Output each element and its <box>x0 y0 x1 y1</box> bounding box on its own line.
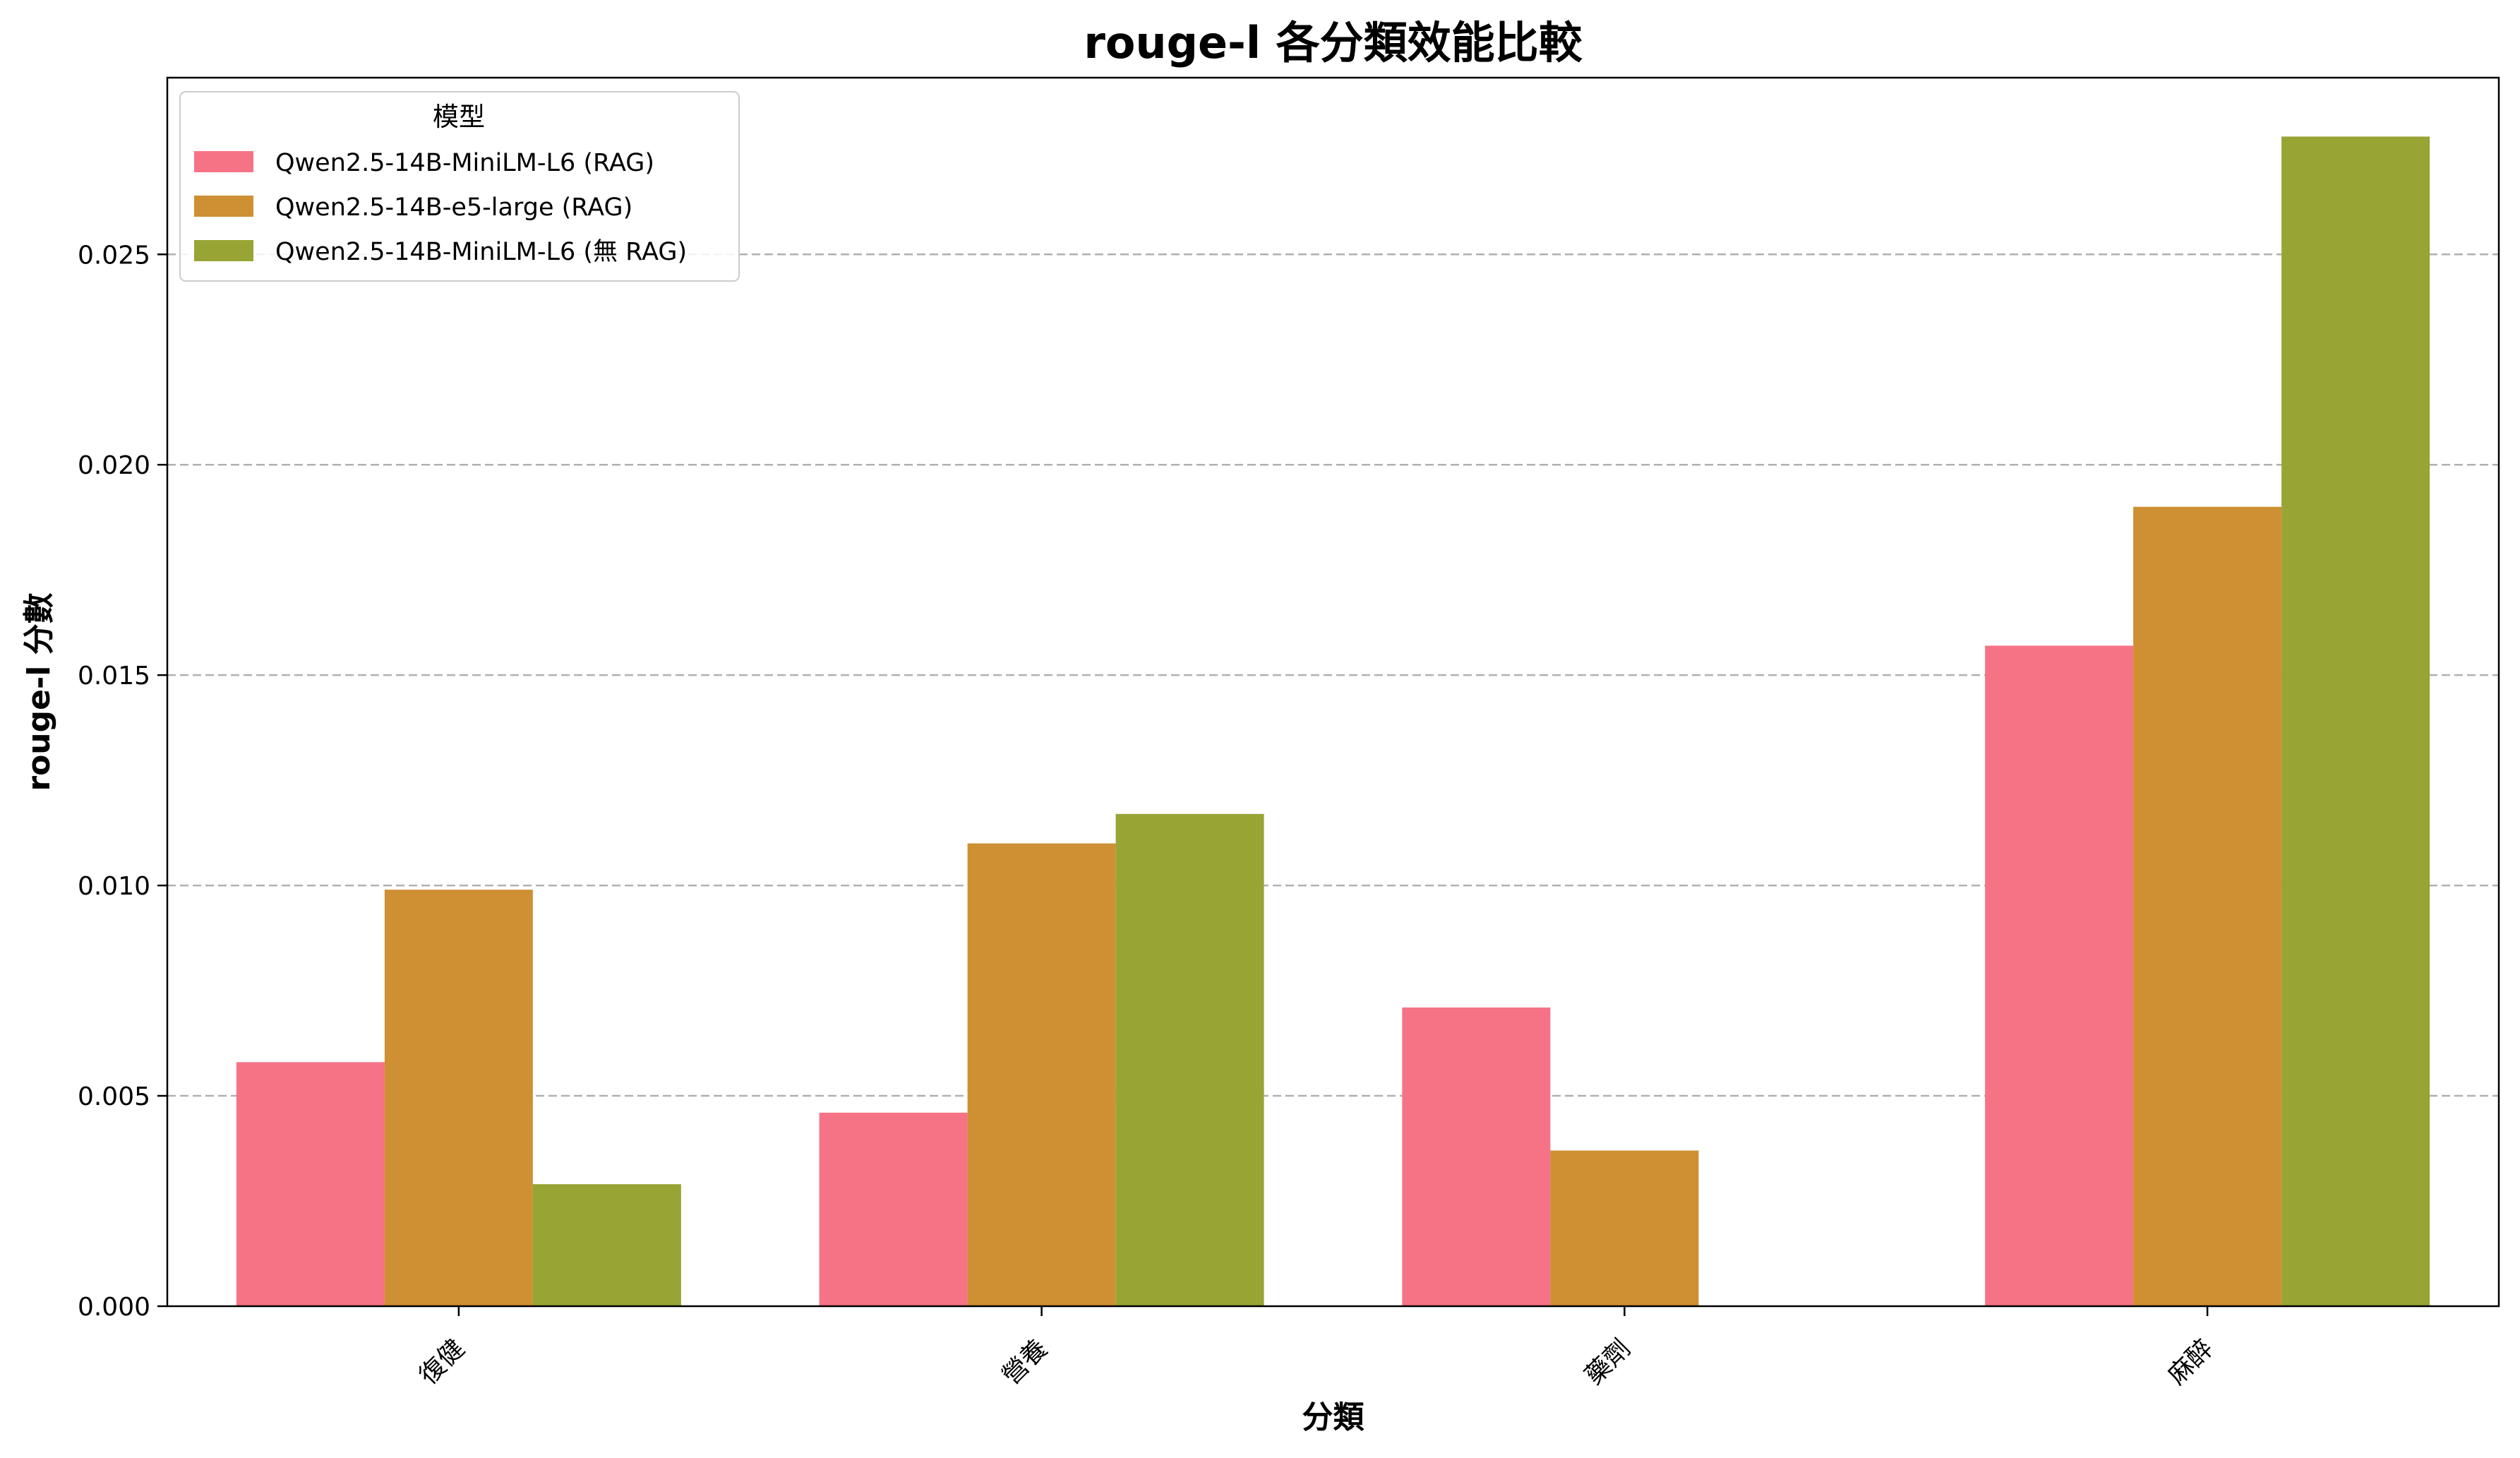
bar <box>2281 136 2430 1306</box>
bar <box>967 843 1116 1306</box>
bar <box>1550 1150 1699 1306</box>
y-axis-label: rouge-l 分數 <box>21 592 57 791</box>
bar <box>819 1112 968 1306</box>
legend-swatch <box>194 151 253 172</box>
legend-items: Qwen2.5-14B-MiniLM-L6 (RAG) Qwen2.5-14B-e… <box>194 149 687 266</box>
plot-frame <box>166 76 2500 1308</box>
y-tick-label: 0.000 <box>78 1293 150 1322</box>
legend-swatch <box>194 240 253 261</box>
y-axis-ticks: 0.000 0.005 0.010 0.015 0.020 0.025 <box>78 241 167 1322</box>
bar <box>532 1184 681 1306</box>
x-tick-label: 營養 <box>997 1334 1053 1390</box>
legend-box <box>179 91 740 282</box>
bars <box>236 136 2430 1306</box>
legend-label: Qwen2.5-14B-MiniLM-L6 (無 RAG) <box>275 238 687 266</box>
bar <box>1115 813 1264 1306</box>
legend-label: Qwen2.5-14B-e5-large (RAG) <box>275 193 632 222</box>
legend: 模型 Qwen2.5-14B-MiniLM-L6 (RAG)Qwen2.5-14… <box>179 91 740 282</box>
x-axis-ticks: 復健 營養 藥劑 麻醉 <box>414 1306 2219 1390</box>
y-tick-label: 0.020 <box>78 451 150 480</box>
y-tick-label: 0.010 <box>78 872 150 901</box>
bar <box>384 890 533 1306</box>
bar <box>1402 1007 1551 1306</box>
legend-swatch <box>194 196 253 217</box>
x-tick-label: 復健 <box>414 1334 470 1390</box>
x-axis-label: 分類 <box>1302 1399 1365 1435</box>
y-tick-label: 0.025 <box>78 241 150 270</box>
y-tick-label: 0.005 <box>78 1082 150 1111</box>
chart-title: rouge-l 各分類效能比較 <box>1084 17 1583 68</box>
bar <box>236 1062 385 1306</box>
x-tick-label: 藥劑 <box>1580 1334 1636 1390</box>
y-tick-label: 0.015 <box>78 662 150 691</box>
bar <box>1985 645 2134 1306</box>
legend-title: 模型 <box>433 102 485 132</box>
legend-label: Qwen2.5-14B-MiniLM-L6 (RAG) <box>275 149 654 177</box>
bar <box>2133 506 2282 1306</box>
x-tick-label: 麻醉 <box>2163 1334 2219 1390</box>
